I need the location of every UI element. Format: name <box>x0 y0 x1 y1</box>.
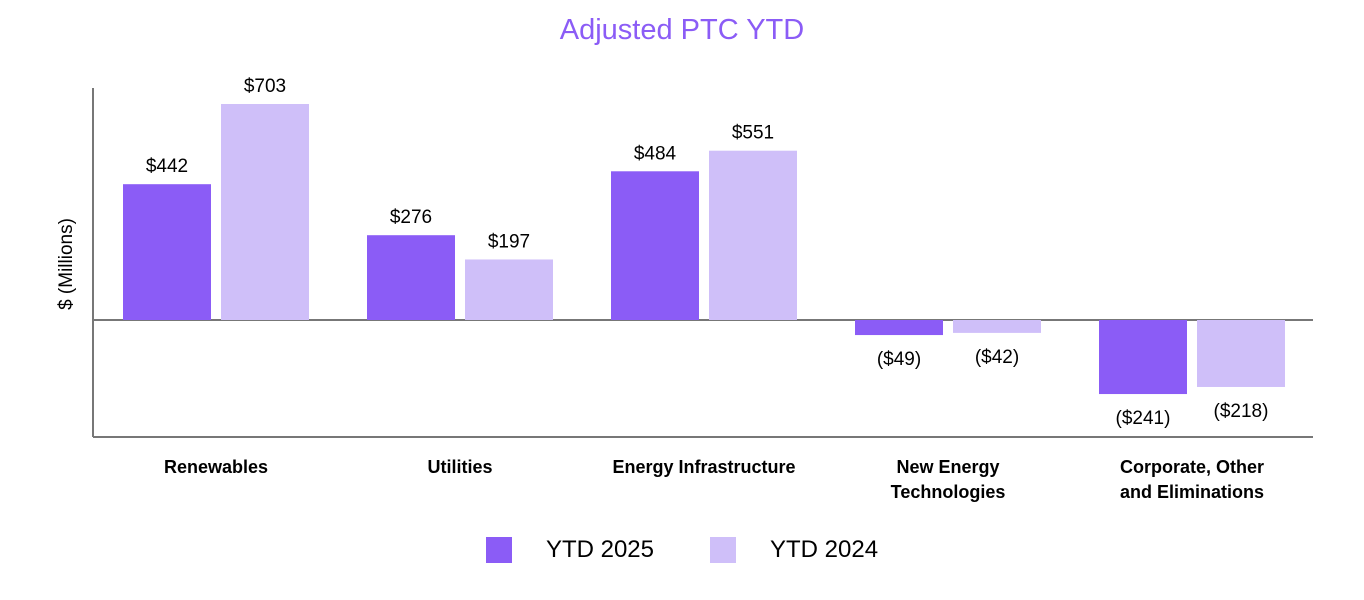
bar-ytd-2024-0 <box>221 104 309 320</box>
legend: YTD 2025 YTD 2024 <box>0 536 1364 564</box>
data-label-ytd-2024-4: ($218) <box>1214 401 1269 422</box>
bar-ytd-2025-4 <box>1099 320 1187 395</box>
data-label-ytd-2024-1: $197 <box>488 231 530 252</box>
legend-label-ytd-2024: YTD 2024 <box>770 536 879 563</box>
bar-ytd-2025-0 <box>123 184 211 320</box>
bar-ytd-2024-4 <box>1197 320 1285 387</box>
data-label-ytd-2025-1: $276 <box>390 207 432 228</box>
bar-ytd-2025-2 <box>611 171 699 320</box>
legend-item-ytd-2024[interactable]: YTD 2024 <box>710 536 878 564</box>
bar-ytd-2024-3 <box>953 320 1041 333</box>
category-label-1: Utilities <box>427 457 492 477</box>
category-label-4: Corporate, Other <box>1120 457 1264 477</box>
data-label-ytd-2025-4: ($241) <box>1116 408 1171 429</box>
data-label-ytd-2024-3: ($42) <box>975 347 1019 368</box>
data-label-ytd-2024-2: $551 <box>732 123 774 144</box>
category-label-2: Energy Infrastructure <box>612 457 795 477</box>
data-label-ytd-2025-3: ($49) <box>877 349 921 370</box>
category-label-3: Technologies <box>891 482 1006 502</box>
bar-ytd-2024-1 <box>465 259 553 320</box>
category-label-4: and Eliminations <box>1120 482 1264 502</box>
category-label-0: Renewables <box>164 457 268 477</box>
legend-item-ytd-2025[interactable]: YTD 2025 <box>485 536 654 564</box>
legend-swatch-ytd-2024 <box>710 537 736 563</box>
bar-ytd-2024-2 <box>709 150 797 320</box>
data-label-ytd-2025-0: $442 <box>146 156 188 177</box>
bar-ytd-2025-3 <box>855 320 943 336</box>
data-label-ytd-2025-2: $484 <box>634 143 677 164</box>
legend-label-ytd-2025: YTD 2025 <box>545 536 654 563</box>
category-label-3: New Energy <box>896 457 999 477</box>
chart-title: Adjusted PTC YTD <box>559 14 805 46</box>
bar-ytd-2025-1 <box>367 235 455 320</box>
legend-swatch-ytd-2025 <box>485 537 512 563</box>
y-axis-label: $ (Millions) <box>56 218 77 310</box>
data-label-ytd-2024-0: $703 <box>244 76 286 97</box>
